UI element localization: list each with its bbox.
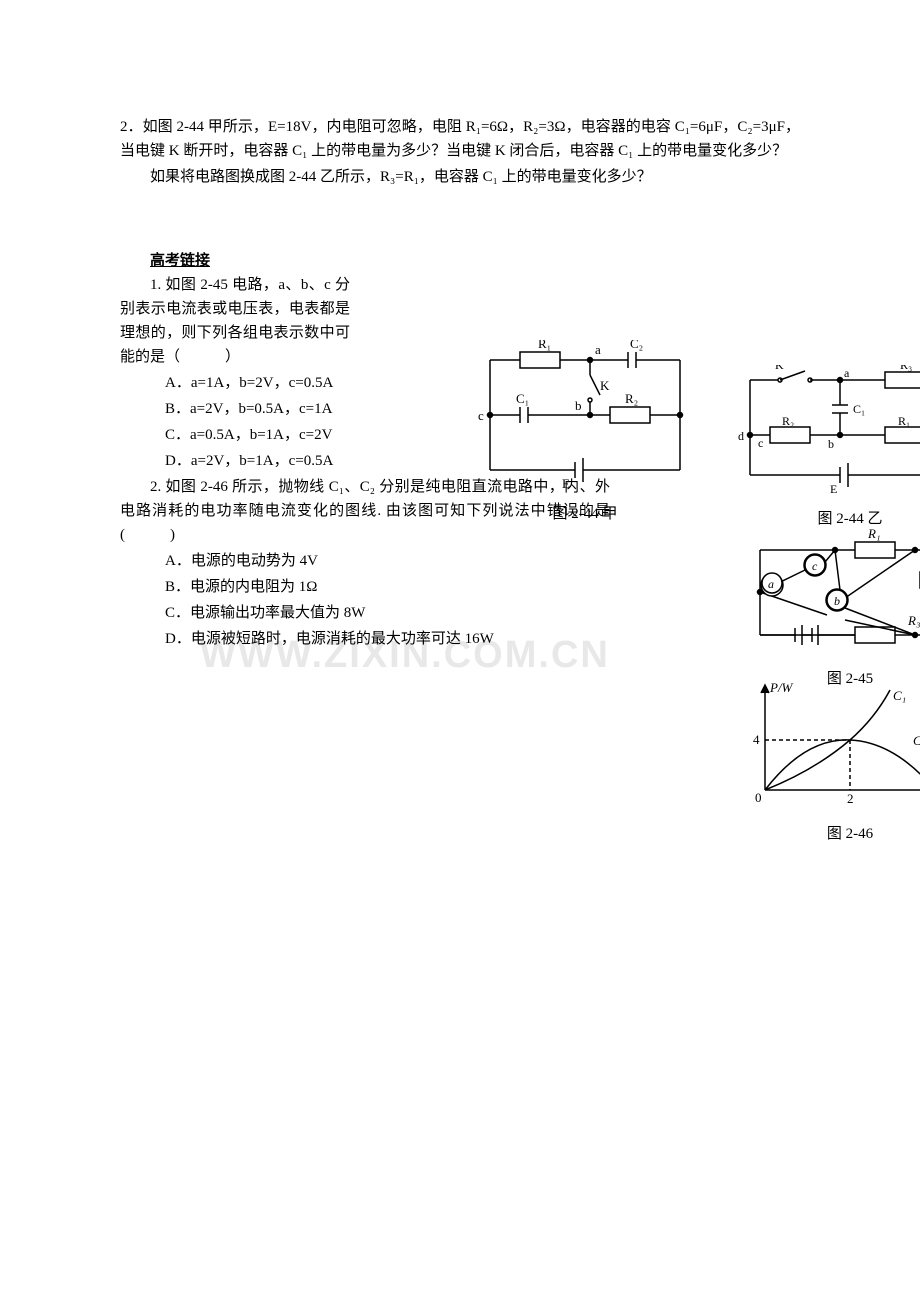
svg-text:b: b [575,398,582,413]
figure-2-45: a c b R₁ R₂ R₃ 图 2-45 [740,520,920,691]
svg-text:c: c [812,559,818,573]
svg-text:4: 4 [753,732,760,747]
svg-text:R₁: R₁ [538,340,551,351]
svg-text:P/W: P/W [769,680,794,695]
q2-optD: D．电源被短路时，电源消耗的最大功率可达 16W [165,627,800,651]
figure-2-44a: R₁ a C₂ C₁ b R₂ K c E 图 2-44 甲 [460,340,710,526]
svg-text:b: b [828,437,834,451]
fig-246-caption: 图 2-46 [735,822,920,846]
svg-text:K: K [775,365,784,372]
svg-text:E: E [562,476,570,490]
svg-text:d: d [738,429,744,443]
svg-text:a: a [595,342,601,357]
svg-text:a: a [844,366,850,380]
svg-text:R₁: R₁ [898,414,910,428]
svg-text:C₁: C₁ [516,391,529,406]
svg-text:C₂: C₂ [913,733,920,748]
fig-244a-caption: 图 2-44 甲 [460,502,710,526]
svg-text:R₁: R₁ [867,526,880,541]
svg-text:R₂: R₂ [625,391,638,406]
svg-text:c: c [758,436,763,450]
q2-para2: 如果将电路图换成图 2-44 乙所示，R₃=R₁，电容器 C₁ 上的带电量变化多… [120,165,800,189]
figure-2-46: P/W I/A C₁ C₂ 4 0 2 4 图 2-46 [735,680,920,846]
svg-text:2: 2 [847,791,854,806]
figure-2-44b: K a R₃ C₁ d c R₂ b R₁ d E 图 2-44 乙 [720,365,920,531]
svg-text:0: 0 [755,790,762,805]
svg-text:c: c [478,408,484,423]
svg-text:R₃: R₃ [900,365,912,372]
q1-link-intro: 1. 如图 2-45 电路，a、b、c 分别表示电流表或电压表，电表都是理想的，… [120,273,350,369]
q2-optA: A．电源的电动势为 4V [165,549,800,573]
svg-text:a: a [768,577,774,591]
svg-text:R₃: R₃ [907,613,920,628]
svg-text:C₁: C₁ [893,688,906,703]
svg-text:E: E [830,482,837,495]
q2-optB: B．电源的内电阻为 1Ω [165,575,800,599]
gaokao-heading: 高考链接 [120,249,800,273]
svg-text:R₂: R₂ [782,414,794,428]
svg-text:b: b [834,594,840,608]
svg-text:C₁: C₁ [853,402,865,416]
svg-text:C₂: C₂ [630,340,643,351]
q2-optC: C．电源输出功率最大值为 8W [165,601,800,625]
svg-text:K: K [600,378,610,393]
q2-para1: 2．如图 2-44 甲所示，E=18V，内电阻可忽略，电阻 R₁=6Ω，R₂=3… [120,115,800,163]
